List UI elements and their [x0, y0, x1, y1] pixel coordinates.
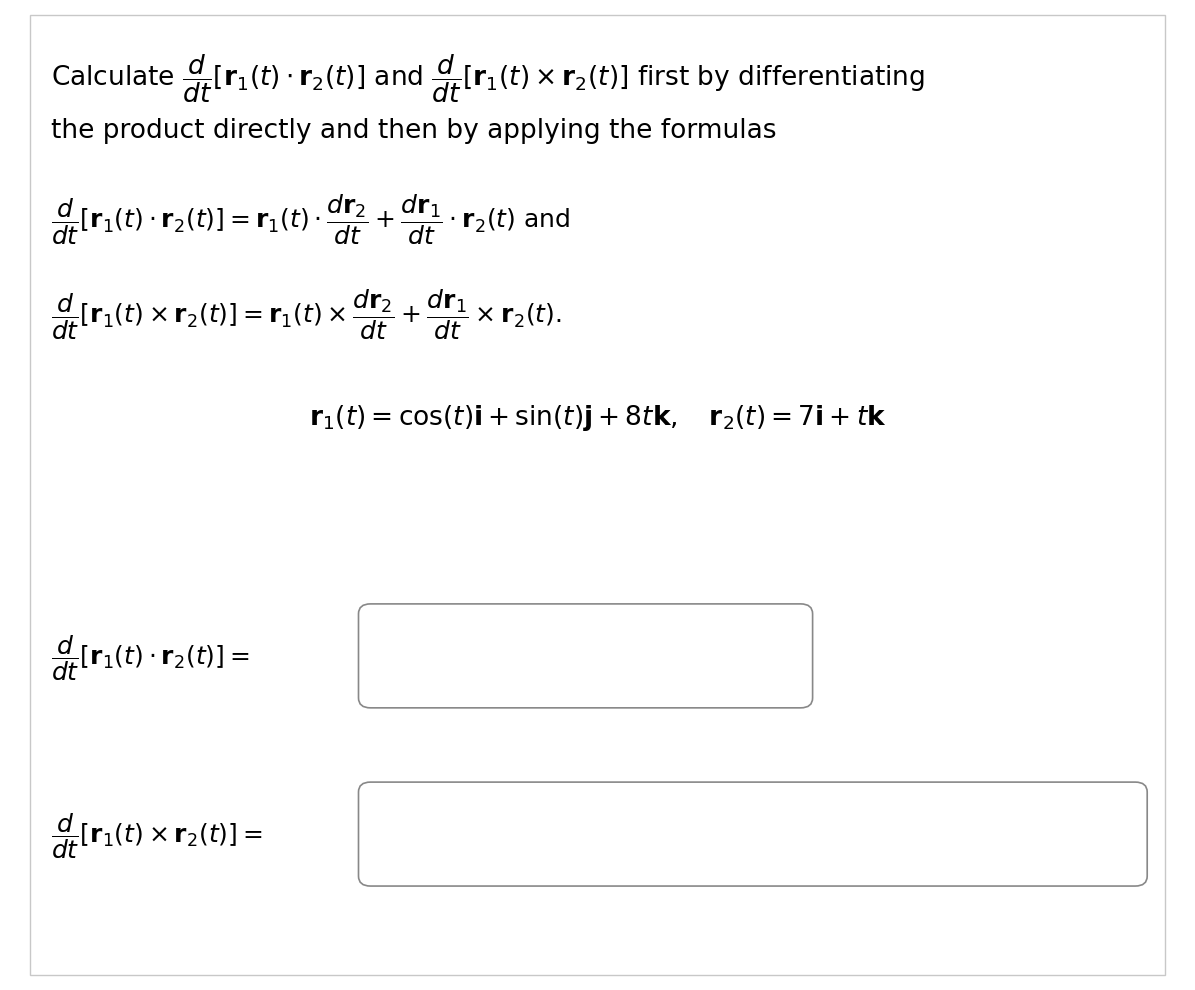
Text: Calculate $\dfrac{d}{dt}[\mathbf{r}_1(t) \cdot \mathbf{r}_2(t)]$ and $\dfrac{d}{: Calculate $\dfrac{d}{dt}[\mathbf{r}_1(t)…: [51, 53, 925, 105]
Text: $\mathbf{r}_1(t) = \cos(t)\mathbf{i} + \sin(t)\mathbf{j} + 8t\mathbf{k},\quad \m: $\mathbf{r}_1(t) = \cos(t)\mathbf{i} + \…: [308, 403, 887, 433]
FancyBboxPatch shape: [358, 604, 813, 708]
Text: the product directly and then by applying the formulas: the product directly and then by applyin…: [51, 118, 777, 144]
Text: $\dfrac{d}{dt}[\mathbf{r}_1(t) \cdot \mathbf{r}_2(t)] =$: $\dfrac{d}{dt}[\mathbf{r}_1(t) \cdot \ma…: [51, 634, 250, 683]
Text: $\dfrac{d}{dt}[\mathbf{r}_1(t) \cdot \mathbf{r}_2(t)] = \mathbf{r}_1(t) \cdot \d: $\dfrac{d}{dt}[\mathbf{r}_1(t) \cdot \ma…: [51, 193, 570, 247]
Text: $\dfrac{d}{dt}[\mathbf{r}_1(t) \times \mathbf{r}_2(t)] =$: $\dfrac{d}{dt}[\mathbf{r}_1(t) \times \m…: [51, 812, 263, 861]
Text: $\dfrac{d}{dt}[\mathbf{r}_1(t) \times \mathbf{r}_2(t)] = \mathbf{r}_1(t) \times : $\dfrac{d}{dt}[\mathbf{r}_1(t) \times \m…: [51, 288, 562, 342]
FancyBboxPatch shape: [358, 782, 1147, 886]
FancyBboxPatch shape: [30, 15, 1165, 975]
